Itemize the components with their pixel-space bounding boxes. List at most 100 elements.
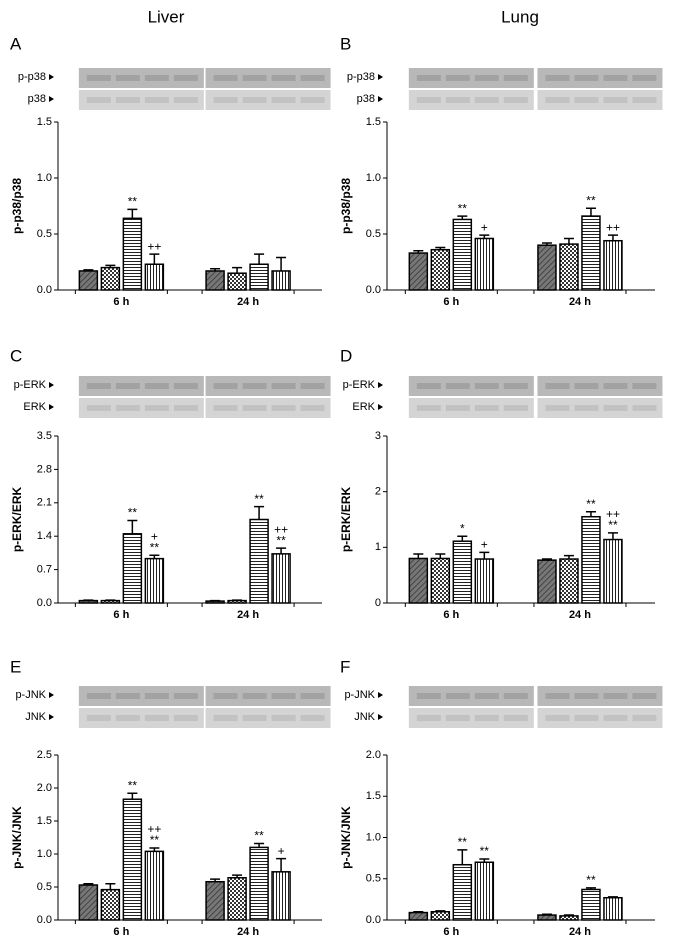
significance-label: ** — [150, 540, 160, 554]
y-tick-label: 2 — [375, 486, 381, 498]
error-bar — [149, 253, 160, 265]
blot-band — [445, 693, 470, 699]
y-tick-label: 0.7 — [37, 564, 52, 576]
error-bar — [585, 207, 596, 217]
bar — [452, 540, 473, 604]
error-bar — [210, 267, 221, 271]
error-bar — [276, 857, 287, 872]
blot-band — [173, 97, 198, 103]
y-tick-label: 0 — [375, 597, 381, 609]
blot-band — [632, 715, 657, 721]
blot-band — [271, 693, 296, 699]
blot-band — [86, 75, 111, 81]
blot-strip — [78, 90, 204, 110]
y-tick-label: 0.5 — [366, 873, 381, 885]
bar — [271, 871, 291, 921]
blot-strip — [537, 90, 663, 110]
error-bar — [435, 246, 446, 250]
blot-band — [86, 383, 111, 389]
y-tick-label: 1.5 — [366, 790, 381, 802]
error-bar — [541, 913, 552, 916]
bar — [474, 558, 495, 604]
panel-letter: E — [10, 657, 21, 676]
bar — [452, 863, 473, 921]
bar — [559, 558, 579, 604]
blot-band — [300, 715, 325, 721]
significance-label: * — [460, 521, 465, 535]
y-tick-label: 2.8 — [37, 463, 52, 475]
blot-band — [503, 75, 528, 81]
blot-band — [503, 97, 528, 103]
blot-band — [416, 405, 441, 411]
blot-band — [545, 405, 570, 411]
error-bar — [541, 558, 552, 561]
bar — [408, 252, 429, 291]
blot-band — [144, 75, 169, 81]
blot-band — [173, 693, 198, 699]
panel-letter: F — [340, 657, 350, 676]
blot-band — [86, 693, 111, 699]
blot-band — [115, 97, 140, 103]
blot-band — [445, 715, 470, 721]
blot-label: p-JNK — [15, 689, 46, 701]
blot-strip — [78, 68, 204, 88]
bar — [559, 243, 579, 291]
significance-label: ** — [254, 492, 264, 506]
blot-band — [115, 75, 140, 81]
y-axis-label: p-p38/p38 — [339, 178, 353, 234]
blot-band — [632, 693, 657, 699]
error-bar — [254, 253, 265, 265]
blot-arrow — [49, 714, 54, 720]
blot-band — [300, 75, 325, 81]
blot-band — [271, 715, 296, 721]
blot-band — [144, 715, 169, 721]
blot-band — [300, 383, 325, 389]
blot-strip — [408, 398, 534, 418]
y-tick-label: 0.5 — [37, 881, 52, 893]
significance-label: ** — [254, 829, 264, 843]
blot-band — [173, 405, 198, 411]
blot-strip — [408, 708, 534, 728]
blot-label: p-ERK — [14, 379, 47, 391]
bar — [452, 218, 473, 291]
y-tick-label: 0.0 — [366, 914, 381, 926]
error-bar — [479, 858, 490, 863]
blot-label: p-JNK — [344, 689, 375, 701]
blot-arrow — [378, 692, 383, 698]
x-tick-label: 6 h — [113, 296, 129, 308]
blot-band — [271, 75, 296, 81]
blot-arrow — [378, 404, 383, 410]
blot-band — [545, 693, 570, 699]
blot-band — [445, 405, 470, 411]
blot-strip — [78, 376, 204, 396]
blot-band — [474, 383, 499, 389]
bar — [603, 538, 623, 604]
error-bar — [563, 554, 574, 560]
bar — [205, 600, 225, 604]
blot-strip — [78, 398, 204, 418]
blot-band — [474, 715, 499, 721]
blot-band — [545, 97, 570, 103]
error-bar — [149, 847, 160, 852]
blot-band — [474, 405, 499, 411]
blot-strip — [408, 68, 534, 88]
bar — [122, 533, 143, 604]
blot-arrow — [378, 96, 383, 102]
error-bar — [479, 234, 490, 239]
y-tick-label: 0.0 — [366, 284, 381, 296]
y-tick-label: 1.0 — [366, 172, 381, 184]
bar — [271, 270, 291, 291]
error-bar — [127, 519, 138, 534]
blot-band — [300, 97, 325, 103]
blot-label: p38 — [357, 93, 375, 105]
significance-label: ** — [150, 833, 160, 847]
error-bar — [83, 269, 94, 271]
panel-letter: C — [10, 346, 22, 365]
bar — [144, 263, 165, 291]
error-bar — [585, 510, 596, 517]
blot-band — [445, 97, 470, 103]
blot-band — [603, 405, 628, 411]
x-tick-label: 24 h — [569, 926, 591, 938]
blot-band — [242, 693, 267, 699]
y-tick-label: 0.5 — [366, 228, 381, 240]
